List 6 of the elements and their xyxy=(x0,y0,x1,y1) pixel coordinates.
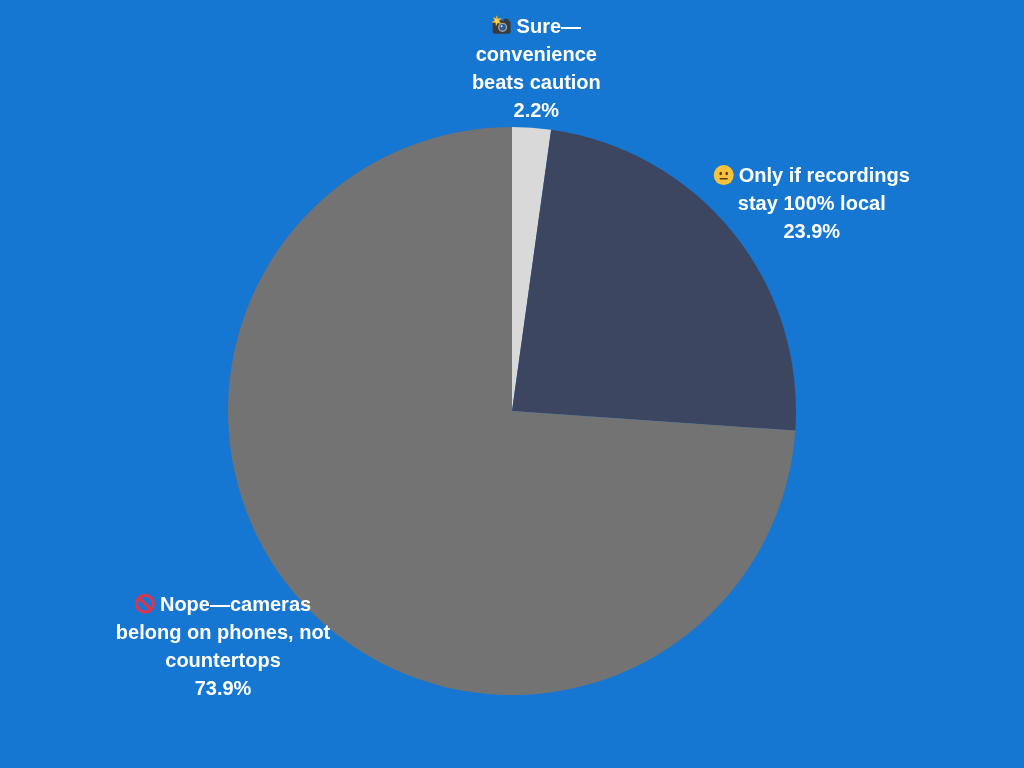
slice-label: Nope—cameras belong on phones, not countertops xyxy=(115,592,331,671)
data-label: 23.9% xyxy=(783,220,841,243)
slice-label: Only if recordings stay 100% local xyxy=(737,164,910,215)
slice-label: Sure—convenience beats caution xyxy=(471,14,601,93)
data-label: 73.9% xyxy=(194,676,252,699)
data-label: 2.2% xyxy=(513,98,560,121)
